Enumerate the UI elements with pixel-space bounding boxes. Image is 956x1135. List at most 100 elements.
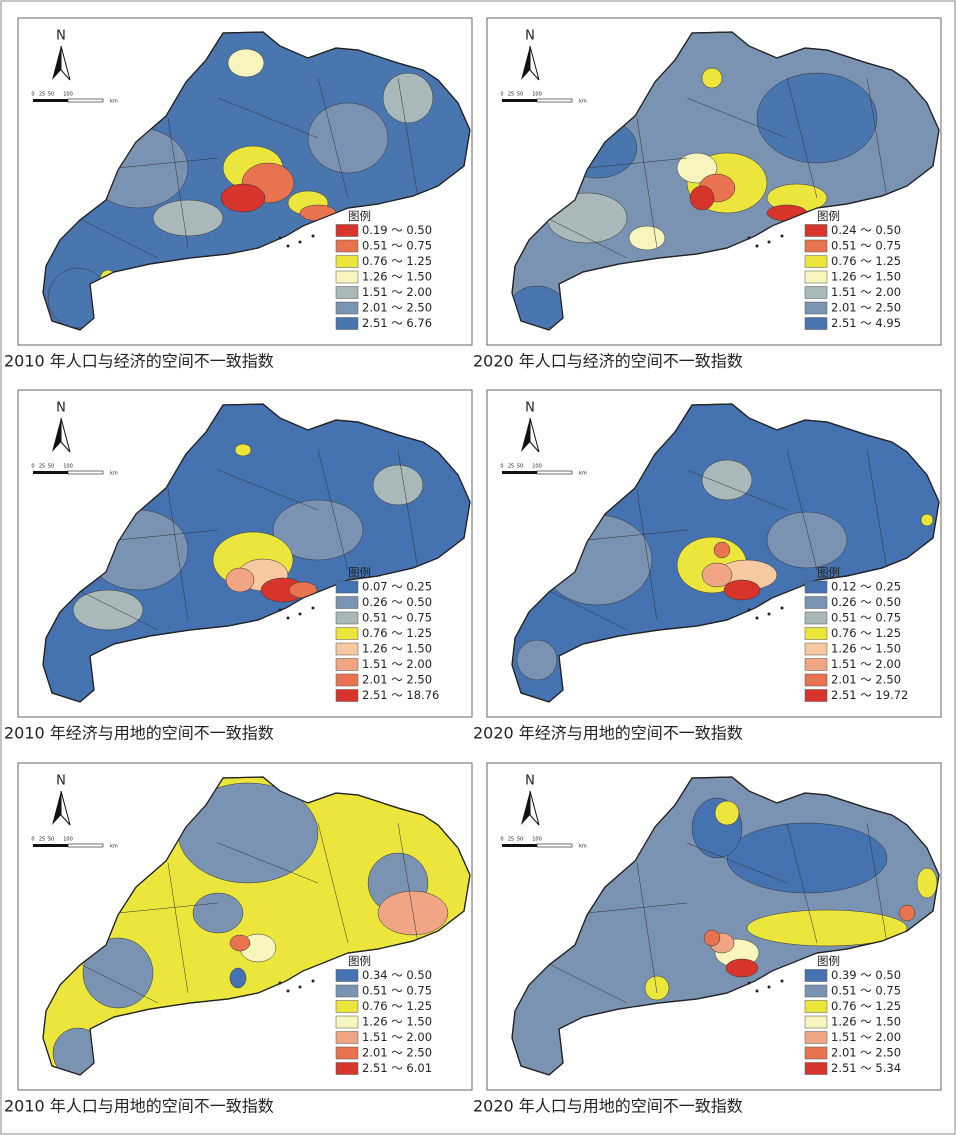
- county-line: [117, 902, 219, 914]
- legend-swatch: [335, 627, 359, 640]
- legend-swatch: [804, 1046, 828, 1060]
- legend-label: 2.51 ～ 5.34: [831, 1061, 901, 1075]
- island: [747, 981, 751, 985]
- legend-swatch: [335, 689, 359, 702]
- map: [511, 403, 940, 703]
- scale-bar-open: [67, 470, 104, 475]
- scale-bar: [33, 99, 68, 102]
- caption: 2020 年人口与经济的空间不一致指数: [473, 352, 743, 371]
- legend-label: 2.51 ～ 18.76: [362, 688, 439, 702]
- legend-swatch: [804, 673, 828, 687]
- county-line: [167, 117, 189, 249]
- county-line: [117, 157, 219, 169]
- county-line: [77, 962, 159, 1004]
- legend-swatch: [804, 611, 828, 625]
- scale-label: 100: [63, 92, 73, 98]
- region: [726, 822, 888, 894]
- scale-bar-open: [536, 470, 573, 475]
- north-label: N: [525, 29, 535, 44]
- county-line: [546, 217, 628, 259]
- region: [703, 929, 721, 947]
- north-arrow-half: [529, 790, 540, 826]
- legend-swatch: [804, 642, 828, 656]
- scale-label: 100: [63, 464, 73, 470]
- island: [767, 985, 771, 989]
- legend-label: 0.34 ～ 0.50: [362, 968, 432, 982]
- legend-label: 0.76 ～ 1.25: [831, 999, 901, 1013]
- scale-bar-open: [67, 98, 104, 103]
- region: [689, 185, 715, 211]
- north-label: N: [56, 774, 66, 789]
- county-line: [636, 489, 658, 621]
- map: [42, 776, 471, 1076]
- legend-swatch: [804, 317, 828, 330]
- scale-label: 25: [508, 837, 514, 843]
- island: [286, 616, 290, 620]
- scale-label: km: [579, 471, 587, 477]
- island: [311, 979, 315, 983]
- legend-swatch: [335, 255, 359, 268]
- legend-label: 1.51 ～ 2.00: [831, 285, 901, 299]
- region: [766, 511, 848, 569]
- legend-label: 2.01 ～ 2.50: [362, 673, 432, 687]
- legend-label: 2.01 ～ 2.50: [362, 1046, 432, 1060]
- legend-title: 图例: [348, 209, 371, 223]
- map-panel: N 0 25 50 100 km 图例0.24 ～ 0.50 0.51 ～ 0.750.76 …: [486, 17, 942, 346]
- legend-swatch: [804, 255, 828, 268]
- caption: 2010 年经济与用地的空间不一致指数: [4, 724, 274, 743]
- scale-label: 50: [517, 92, 523, 98]
- north-arrow: [521, 791, 530, 825]
- region: [72, 589, 144, 631]
- caption: 2010 年人口与经济的空间不一致指数: [4, 352, 274, 371]
- region: [516, 639, 558, 681]
- scale-bar-open: [536, 98, 573, 103]
- legend-label: 0.24 ～ 0.50: [831, 223, 901, 237]
- map: [42, 403, 471, 703]
- legend-swatch: [804, 1015, 828, 1029]
- county-line: [866, 77, 888, 199]
- county-line: [317, 77, 349, 199]
- scale-label: 100: [63, 837, 73, 843]
- scale-label: km: [110, 99, 118, 105]
- scale-label: km: [110, 844, 118, 850]
- north-arrow: [52, 46, 61, 80]
- legend-swatch: [804, 301, 828, 315]
- legend-label: 2.51 ～ 6.76: [362, 316, 432, 330]
- legend-label: 0.51 ～ 0.75: [831, 239, 901, 253]
- county-line: [686, 469, 788, 511]
- county-line: [217, 97, 319, 139]
- north-arrow-half: [60, 417, 71, 453]
- scale-label: 50: [517, 837, 523, 843]
- scale-label: 100: [532, 92, 542, 98]
- legend-label: 2.01 ～ 2.50: [831, 301, 901, 315]
- region: [756, 72, 878, 164]
- legend-swatch: [804, 1062, 828, 1075]
- scale-bar: [33, 844, 68, 847]
- region: [225, 567, 255, 593]
- county-line: [317, 822, 349, 944]
- island: [747, 236, 751, 240]
- region: [713, 541, 731, 559]
- map-panel: N 0 25 50 100 km 图例0.34 ～ 0.50 0.51 ～ 0.750.76 …: [17, 762, 473, 1091]
- county-line: [397, 822, 419, 944]
- county-line: [397, 449, 419, 571]
- region: [898, 904, 916, 922]
- county-line: [786, 822, 818, 944]
- county-line: [586, 529, 688, 541]
- island: [780, 979, 784, 983]
- legend-label: 1.51 ～ 2.00: [831, 657, 901, 671]
- region: [192, 892, 244, 934]
- scale-label: 50: [48, 464, 54, 470]
- county-line: [217, 469, 319, 511]
- map: [511, 776, 940, 1076]
- island: [278, 608, 282, 612]
- scale-label: 25: [39, 92, 45, 98]
- legend-swatch: [335, 1000, 359, 1013]
- region: [676, 152, 718, 184]
- scale-label: 0: [500, 464, 503, 470]
- caption: 2020 年人口与用地的空间不一致指数: [473, 1097, 743, 1116]
- county-line: [636, 862, 658, 994]
- scale-label: 50: [48, 92, 54, 98]
- region: [229, 934, 251, 952]
